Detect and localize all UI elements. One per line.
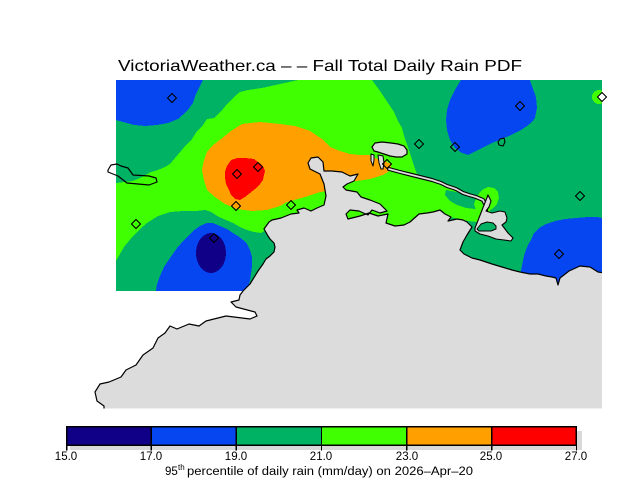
svg-text:25.0: 25.0	[480, 451, 502, 463]
svg-text:95: 95	[165, 466, 178, 478]
svg-text:percentile of daily rain (mm/d: percentile of daily rain (mm/day) on 202…	[187, 466, 473, 478]
svg-text:15.0: 15.0	[55, 451, 77, 463]
svg-text:th: th	[178, 463, 185, 472]
svg-text:21.0: 21.0	[310, 451, 332, 463]
svg-text:17.0: 17.0	[140, 451, 162, 463]
svg-text:23.0: 23.0	[396, 451, 418, 463]
svg-text:VictoriaWeather.ca – – Fall To: VictoriaWeather.ca – – Fall Total Daily …	[118, 58, 522, 75]
svg-text:27.0: 27.0	[565, 451, 587, 463]
svg-text:19.0: 19.0	[225, 451, 247, 463]
